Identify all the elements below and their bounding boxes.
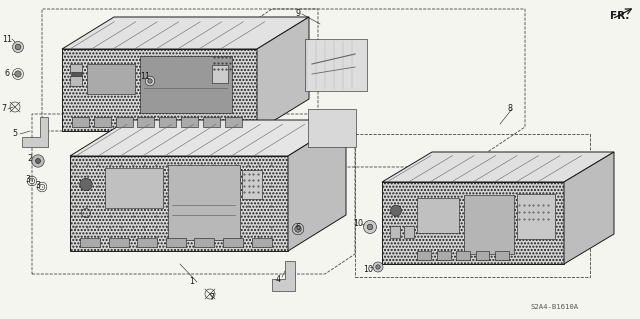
Polygon shape bbox=[62, 49, 257, 131]
FancyBboxPatch shape bbox=[212, 65, 228, 84]
Circle shape bbox=[376, 265, 380, 269]
FancyBboxPatch shape bbox=[242, 170, 262, 199]
Circle shape bbox=[373, 262, 383, 272]
Circle shape bbox=[148, 79, 152, 83]
FancyBboxPatch shape bbox=[181, 117, 198, 127]
FancyBboxPatch shape bbox=[72, 117, 89, 127]
FancyBboxPatch shape bbox=[456, 251, 470, 260]
Circle shape bbox=[15, 44, 20, 50]
Polygon shape bbox=[22, 117, 48, 147]
FancyBboxPatch shape bbox=[417, 198, 459, 233]
Text: 7: 7 bbox=[1, 105, 6, 114]
FancyBboxPatch shape bbox=[517, 194, 555, 239]
Text: 4: 4 bbox=[275, 275, 280, 284]
Polygon shape bbox=[70, 156, 288, 251]
FancyBboxPatch shape bbox=[80, 238, 100, 247]
FancyBboxPatch shape bbox=[495, 251, 509, 260]
Text: 3: 3 bbox=[35, 182, 40, 190]
FancyBboxPatch shape bbox=[138, 117, 154, 127]
Polygon shape bbox=[382, 182, 564, 264]
Circle shape bbox=[295, 226, 301, 232]
Polygon shape bbox=[288, 120, 346, 251]
Text: 1: 1 bbox=[189, 278, 195, 286]
FancyBboxPatch shape bbox=[464, 195, 514, 254]
Polygon shape bbox=[382, 152, 614, 182]
FancyBboxPatch shape bbox=[159, 117, 176, 127]
Text: 5: 5 bbox=[12, 130, 17, 138]
FancyBboxPatch shape bbox=[308, 109, 356, 147]
Text: 6: 6 bbox=[296, 222, 301, 232]
Text: 3: 3 bbox=[26, 174, 31, 183]
FancyBboxPatch shape bbox=[404, 226, 414, 238]
Circle shape bbox=[72, 70, 83, 81]
Text: 6: 6 bbox=[4, 70, 10, 78]
FancyBboxPatch shape bbox=[390, 226, 400, 238]
FancyBboxPatch shape bbox=[105, 168, 163, 208]
Text: 2: 2 bbox=[28, 154, 33, 164]
FancyBboxPatch shape bbox=[137, 238, 157, 247]
Text: 11: 11 bbox=[140, 72, 150, 81]
FancyBboxPatch shape bbox=[140, 56, 232, 113]
FancyBboxPatch shape bbox=[436, 251, 451, 260]
FancyBboxPatch shape bbox=[87, 64, 135, 94]
Polygon shape bbox=[257, 17, 309, 131]
FancyBboxPatch shape bbox=[166, 238, 186, 247]
FancyBboxPatch shape bbox=[203, 117, 220, 127]
Circle shape bbox=[35, 159, 40, 164]
FancyBboxPatch shape bbox=[223, 238, 243, 247]
Circle shape bbox=[390, 205, 401, 216]
Circle shape bbox=[367, 224, 372, 230]
Circle shape bbox=[364, 220, 376, 234]
FancyBboxPatch shape bbox=[225, 117, 242, 127]
FancyBboxPatch shape bbox=[116, 117, 132, 127]
Circle shape bbox=[145, 76, 155, 86]
Text: S2A4-B1610A: S2A4-B1610A bbox=[531, 304, 579, 310]
Circle shape bbox=[80, 178, 92, 191]
Text: 10: 10 bbox=[363, 264, 373, 273]
FancyBboxPatch shape bbox=[168, 166, 240, 240]
Circle shape bbox=[13, 41, 24, 53]
FancyBboxPatch shape bbox=[305, 39, 367, 91]
Text: 11: 11 bbox=[2, 34, 12, 43]
Text: 9: 9 bbox=[296, 10, 301, 19]
Polygon shape bbox=[272, 261, 295, 291]
FancyBboxPatch shape bbox=[195, 238, 214, 247]
Text: 10: 10 bbox=[353, 219, 363, 228]
FancyBboxPatch shape bbox=[70, 64, 82, 72]
Polygon shape bbox=[70, 120, 346, 156]
FancyBboxPatch shape bbox=[109, 238, 129, 247]
FancyBboxPatch shape bbox=[94, 117, 111, 127]
FancyBboxPatch shape bbox=[417, 251, 431, 260]
FancyBboxPatch shape bbox=[252, 238, 271, 247]
Text: FR.: FR. bbox=[610, 11, 629, 21]
FancyBboxPatch shape bbox=[476, 251, 490, 260]
Polygon shape bbox=[564, 152, 614, 264]
Text: 8: 8 bbox=[508, 105, 513, 114]
Circle shape bbox=[32, 155, 44, 167]
Circle shape bbox=[15, 71, 21, 77]
Polygon shape bbox=[62, 17, 309, 49]
Text: 7: 7 bbox=[209, 293, 214, 301]
FancyBboxPatch shape bbox=[70, 76, 82, 86]
